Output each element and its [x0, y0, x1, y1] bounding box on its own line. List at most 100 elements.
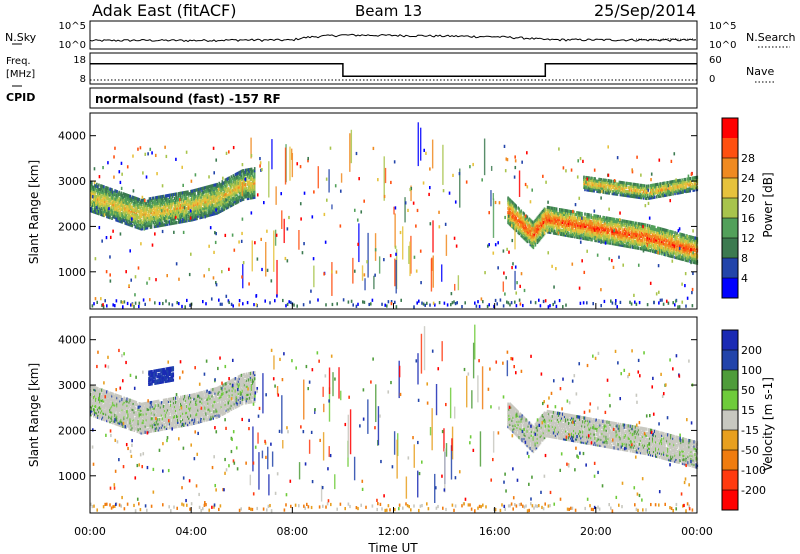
data-cell: [249, 173, 252, 178]
data-cell: [580, 217, 582, 222]
data-cell: [209, 186, 211, 191]
data-cell: [129, 211, 132, 215]
data-cell: [561, 233, 564, 237]
data-cell: [185, 196, 187, 201]
data-cell: [232, 200, 235, 204]
data-cell: [656, 246, 658, 250]
data-cell: [232, 304, 234, 308]
data-cell: [681, 235, 683, 239]
data-cell: [246, 194, 249, 199]
data-cell: [127, 210, 130, 214]
data-cell: [129, 217, 132, 221]
data-cell: [555, 267, 557, 271]
data-cell: [629, 220, 632, 224]
data-cell: [540, 223, 543, 227]
data-cell: [130, 207, 133, 211]
data-cell: [170, 201, 173, 205]
data-cell: [567, 221, 569, 225]
data-cell: [106, 198, 108, 202]
data-cell: [239, 172, 242, 176]
data-cell: [610, 237, 613, 241]
data-cell: [143, 220, 146, 224]
data-cell: [197, 198, 199, 202]
beam-title: Beam 13: [355, 2, 422, 20]
data-cell: [570, 218, 572, 222]
data-cell: [251, 173, 254, 177]
data-cell: [210, 184, 212, 188]
data-cell: [132, 208, 135, 212]
data-cell: [189, 212, 191, 216]
data-cell: [124, 192, 126, 197]
data-cell: [634, 229, 637, 233]
data-cell: [195, 202, 197, 207]
data-cell: [141, 212, 144, 217]
data-cell: [657, 232, 659, 236]
data-cell: [659, 235, 661, 239]
data-cell: [198, 189, 200, 194]
data-cell: [214, 207, 217, 212]
data-cell: [667, 231, 669, 235]
data-cell: [509, 210, 511, 214]
data-cell: [94, 196, 96, 200]
data-cell: [206, 203, 208, 208]
data-cell: [552, 206, 555, 211]
data-cell: [157, 205, 160, 210]
data-cell: [679, 238, 681, 242]
data-cell: [529, 236, 532, 241]
data-streak: [241, 181, 244, 197]
data-cell: [641, 241, 644, 245]
data-cell: [196, 210, 198, 214]
data-cell: [607, 231, 610, 235]
data-cell: [524, 231, 527, 236]
data-cell: [523, 216, 526, 220]
data-cell: [191, 195, 193, 200]
data-cell: [209, 194, 211, 199]
data-cell: [248, 180, 251, 184]
data-cell: [539, 222, 542, 226]
data-cell: [632, 233, 635, 237]
data-cell: [611, 229, 614, 233]
data-cell: [225, 200, 228, 204]
data-cell: [236, 186, 239, 190]
data-cell: [509, 206, 511, 210]
data-cell: [568, 223, 570, 228]
data-cell: [138, 202, 141, 206]
data-cell: [237, 177, 240, 181]
data-cell: [628, 228, 631, 232]
data-cell: [508, 203, 510, 207]
data-cell: [539, 218, 542, 222]
data-cell: [526, 231, 529, 235]
data-cell: [509, 220, 511, 225]
data-cell: [202, 203, 204, 207]
data-cell: [173, 196, 176, 201]
data-cell: [679, 257, 681, 261]
data-cell: [614, 228, 617, 232]
data-cell: [622, 219, 625, 223]
data-cell: [104, 199, 106, 204]
data-cell: [626, 234, 629, 238]
data-cell: [589, 227, 591, 231]
data-cell: [92, 203, 94, 207]
data-cell: [617, 224, 620, 228]
data-cell: [249, 186, 252, 190]
data-cell: [104, 193, 106, 198]
data-cell: [579, 232, 581, 236]
data-cell: [137, 220, 140, 224]
data-cell: [127, 216, 130, 220]
data-cell: [618, 237, 621, 241]
data-cell: [608, 257, 611, 261]
data-cell: [667, 229, 669, 233]
data-cell: [214, 183, 217, 187]
data-cell: [548, 208, 551, 212]
data-cell: [640, 239, 643, 243]
data-cell: [549, 304, 551, 308]
data-cell: [136, 201, 139, 205]
data-cell: [120, 211, 122, 216]
data-streak: [364, 278, 366, 291]
data-cell: [605, 234, 608, 238]
data-cell: [535, 223, 538, 227]
data-cell: [117, 212, 119, 217]
data-cell: [631, 233, 634, 237]
data-cell: [587, 213, 589, 217]
data-cell: [529, 228, 532, 232]
